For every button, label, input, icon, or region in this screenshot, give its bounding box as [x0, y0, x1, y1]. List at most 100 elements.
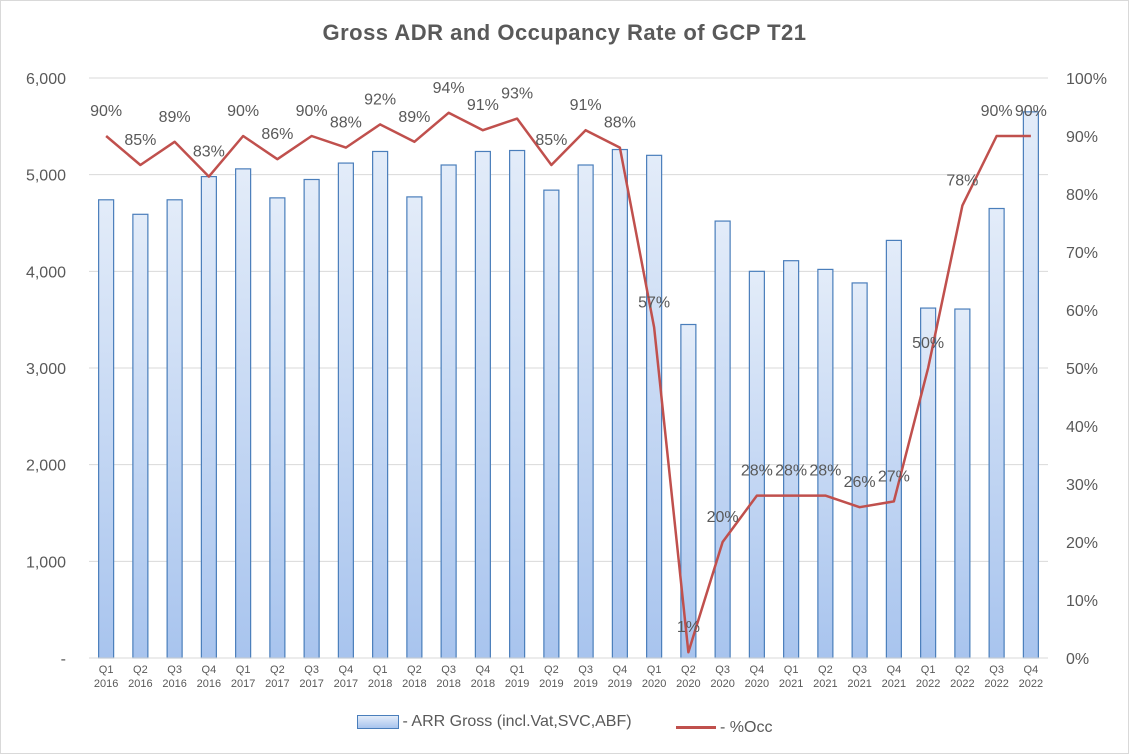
- x-tick-label: 2017: [265, 678, 289, 690]
- bar: [783, 260, 800, 659]
- x-tick-label: 2019: [505, 678, 529, 690]
- data-label: 27%: [878, 468, 910, 485]
- x-tick-label: Q4: [339, 664, 354, 676]
- x-tick-label: Q2: [955, 664, 970, 676]
- left-axis: - 1,000 2,000 3,000 4,000 5,000 6,000: [26, 71, 66, 668]
- bar: [954, 308, 971, 659]
- legend-item-adr: - ARR Gross (incl.Vat,SVC,ABF): [356, 713, 632, 731]
- x-tick-label: Q1: [510, 664, 525, 676]
- bar: [714, 220, 731, 659]
- x-tick-label: Q4: [750, 664, 765, 676]
- legend-label-adr: - ARR Gross (incl.Vat,SVC,ABF): [402, 713, 632, 730]
- x-tick-label: Q3: [304, 664, 319, 676]
- data-label: 90%: [296, 103, 328, 120]
- x-tick-label: 2020: [642, 678, 666, 690]
- x-tick-label: Q4: [476, 664, 491, 676]
- data-label: 28%: [809, 463, 841, 480]
- bar-series: [98, 111, 1039, 659]
- x-tick-label: Q4: [202, 664, 217, 676]
- x-tick-label: Q3: [167, 664, 182, 676]
- x-tick-label: 2021: [813, 678, 837, 690]
- data-label: 83%: [193, 144, 225, 161]
- x-tick-label: 2016: [197, 678, 221, 690]
- x-tick-label: 2019: [539, 678, 563, 690]
- y-right-tick-label: 10%: [1066, 593, 1098, 610]
- legend: - ARR Gross (incl.Vat,SVC,ABF) - %Occ: [0, 713, 1129, 737]
- legend-line-swatch: [676, 726, 717, 729]
- y-left-tick-label: 4,000: [26, 264, 66, 281]
- data-label: 90%: [90, 103, 122, 120]
- bar: [200, 176, 217, 659]
- data-label: 88%: [330, 115, 362, 132]
- bar: [440, 164, 457, 659]
- x-tick-label: 2022: [916, 678, 940, 690]
- occupancy-line: [105, 111, 1031, 654]
- data-label: 90%: [227, 103, 259, 120]
- data-label: 94%: [433, 80, 465, 97]
- y-left-tick-label: 3,000: [26, 361, 66, 378]
- y-left-tick-label: -: [61, 651, 66, 668]
- legend-item-occ: - %Occ: [676, 719, 772, 737]
- y-right-tick-label: 80%: [1066, 187, 1098, 204]
- x-tick-label: 2016: [94, 678, 118, 690]
- bar: [303, 178, 320, 659]
- y-right-tick-label: 20%: [1066, 535, 1098, 552]
- y-right-tick-label: 60%: [1066, 303, 1098, 320]
- bar: [851, 282, 868, 659]
- x-tick-label: Q3: [852, 664, 867, 676]
- y-left-tick-label: 6,000: [26, 71, 66, 88]
- bar: [132, 213, 149, 659]
- y-right-tick-label: 50%: [1066, 361, 1098, 378]
- data-label: 78%: [946, 173, 978, 190]
- data-label: 88%: [604, 115, 636, 132]
- bar: [474, 150, 491, 659]
- y-right-tick-label: 70%: [1066, 245, 1098, 262]
- data-label: 28%: [741, 463, 773, 480]
- x-tick-label: 2020: [676, 678, 700, 690]
- x-tick-label: 2017: [334, 678, 358, 690]
- y-right-tick-label: 40%: [1066, 419, 1098, 436]
- bar: [988, 207, 1005, 659]
- bar: [166, 199, 183, 659]
- x-axis: Q1 2016 Q2 2016 Q3 2016 Q4 2016 Q1 2017 Q2 2017 Q3 20…: [89, 657, 1048, 690]
- y-left-tick-label: 5,000: [26, 168, 66, 185]
- y-right-tick-label: 100%: [1066, 71, 1107, 88]
- data-labels: 90%85%89%83%90%86%90%88%92%89%94%91%93%8…: [90, 80, 1047, 636]
- bar: [235, 168, 252, 659]
- x-tick-label: 2020: [710, 678, 734, 690]
- bar: [543, 189, 560, 659]
- chart-title: Gross ADR and Occupancy Rate of GCP T21: [322, 20, 807, 45]
- x-tick-label: Q2: [270, 664, 285, 676]
- bar: [509, 149, 526, 659]
- line-series: [105, 111, 1031, 654]
- x-tick-label: Q2: [407, 664, 422, 676]
- x-tick-label: 2022: [984, 678, 1008, 690]
- legend-label-occ: - %Occ: [720, 718, 773, 736]
- data-label: 91%: [467, 97, 499, 114]
- x-tick-label: Q1: [373, 664, 388, 676]
- x-tick-label: 2019: [608, 678, 632, 690]
- x-tick-label: Q2: [544, 664, 559, 676]
- x-tick-label: 2016: [162, 678, 186, 690]
- x-tick-label: 2018: [436, 678, 460, 690]
- data-label: 85%: [124, 132, 156, 149]
- y-left-tick-label: 1,000: [26, 554, 66, 571]
- data-label: 90%: [981, 103, 1013, 120]
- bar: [406, 196, 423, 659]
- bar: [920, 307, 937, 659]
- y-left-tick-label: 2,000: [26, 458, 66, 475]
- data-label: 50%: [912, 335, 944, 352]
- data-label: 92%: [364, 91, 396, 108]
- bar: [337, 162, 354, 659]
- bar: [98, 199, 115, 659]
- y-right-tick-label: 30%: [1066, 477, 1098, 494]
- x-tick-label: 2017: [231, 678, 255, 690]
- data-label: 57%: [638, 294, 670, 311]
- x-tick-label: 2022: [950, 678, 974, 690]
- x-tick-label: Q2: [681, 664, 696, 676]
- x-tick-label: 2017: [299, 678, 323, 690]
- data-label: 26%: [844, 474, 876, 491]
- data-label: 91%: [570, 97, 602, 114]
- x-tick-label: 2018: [368, 678, 392, 690]
- bar: [646, 154, 663, 659]
